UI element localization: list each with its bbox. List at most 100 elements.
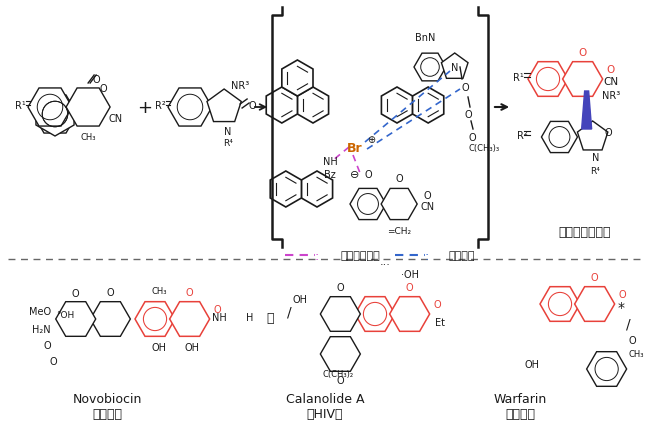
Polygon shape [170,302,210,337]
Text: NH: NH [322,157,337,166]
Polygon shape [28,89,72,127]
Text: キラルクマリン: キラルクマリン [559,225,611,238]
Polygon shape [577,122,608,150]
Text: Br: Br [347,141,363,154]
Text: O: O [578,48,587,58]
Polygon shape [298,88,329,124]
Text: O: O [44,340,51,350]
Text: Et: Et [435,317,445,327]
Text: O: O [434,299,441,309]
Polygon shape [381,189,417,220]
Text: N: N [451,63,459,73]
Text: O: O [337,283,344,292]
Text: CN: CN [603,77,618,87]
Text: ⊕: ⊕ [367,135,375,144]
Text: /: / [287,304,292,318]
Text: O: O [248,101,256,111]
Text: ···: ··· [380,259,391,269]
Text: Warfarin: Warfarin [493,393,547,405]
Polygon shape [540,287,580,322]
Text: O: O [629,335,636,345]
Text: 抗生物質: 抗生物質 [92,408,122,421]
Text: O: O [186,287,194,297]
Polygon shape [282,61,313,97]
Polygon shape [587,352,627,387]
Text: OH: OH [184,342,199,352]
Text: :: : [425,249,429,262]
Text: N: N [592,153,599,163]
Text: H: H [246,312,254,322]
Text: Novobiocin: Novobiocin [73,393,142,405]
Polygon shape [582,92,592,130]
Polygon shape [33,96,77,134]
Text: NH: NH [213,312,227,322]
Text: O: O [395,174,403,184]
Polygon shape [575,287,615,322]
Text: O: O [606,65,615,75]
Polygon shape [135,302,175,337]
Polygon shape [270,172,302,208]
Text: Bz: Bz [324,169,336,180]
Text: O: O [462,83,469,93]
Polygon shape [528,62,568,97]
Polygon shape [56,302,96,337]
Polygon shape [355,297,395,332]
Polygon shape [320,297,360,332]
Text: ⊖: ⊖ [350,169,359,180]
Text: CN: CN [420,202,434,212]
Polygon shape [320,337,360,372]
Text: OH: OH [292,294,307,304]
Text: NR³: NR³ [231,81,249,91]
Text: +: + [138,99,153,117]
Text: =CH₂: =CH₂ [387,226,411,235]
Polygon shape [414,54,446,82]
Polygon shape [66,89,110,127]
Text: O: O [92,75,100,85]
Text: O: O [406,283,413,292]
Text: O: O [99,84,107,94]
Text: O: O [50,356,58,366]
Text: C(CH₃)₂: C(CH₃)₂ [323,370,354,379]
Polygon shape [389,297,430,332]
Text: CN: CN [108,114,122,124]
Text: 抗HIV薬: 抗HIV薬 [307,408,343,421]
Polygon shape [441,54,468,79]
Text: H₂N: H₂N [32,324,51,334]
Polygon shape [563,62,603,97]
Text: R¹: R¹ [15,101,25,111]
Polygon shape [36,93,74,137]
Text: O: O [214,304,222,314]
Polygon shape [302,172,333,208]
Text: R²: R² [155,101,165,111]
Text: O: O [107,287,114,297]
Text: ハロゲン結合: ハロゲン結合 [340,250,380,261]
Polygon shape [382,88,413,124]
Text: 抗凝固薬: 抗凝固薬 [505,408,535,421]
Text: ⌣: ⌣ [266,311,274,324]
Text: °OH: °OH [57,310,75,319]
Text: CH₃: CH₃ [151,287,167,296]
Text: R²: R² [517,131,527,141]
Text: *: * [617,300,624,314]
Text: O: O [619,289,627,299]
Text: CH₃: CH₃ [629,350,644,359]
Text: /: / [627,317,631,331]
Text: O: O [337,375,344,385]
Text: Calanolide A: Calanolide A [286,393,364,405]
Text: R⁴: R⁴ [223,139,233,148]
Text: OH: OH [151,342,166,352]
Polygon shape [541,122,577,153]
Polygon shape [413,88,444,124]
Text: OH: OH [525,359,540,369]
Text: O: O [72,289,79,298]
Text: NR³: NR³ [601,91,619,101]
Polygon shape [168,89,212,127]
Text: R⁴: R⁴ [590,167,599,176]
Text: R¹: R¹ [513,73,523,83]
Text: BnN: BnN [415,33,436,43]
Text: N: N [224,127,232,137]
Text: O: O [468,133,476,143]
Polygon shape [90,302,131,337]
Text: MeO: MeO [29,306,51,316]
Text: CH₃: CH₃ [81,133,96,142]
